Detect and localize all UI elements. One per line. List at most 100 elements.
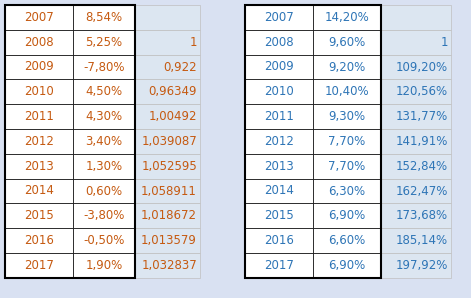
Bar xyxy=(5,179,73,204)
Text: 2015: 2015 xyxy=(24,209,54,222)
Bar xyxy=(5,5,135,278)
Bar xyxy=(245,129,313,154)
Text: 1,032837: 1,032837 xyxy=(141,259,197,272)
Text: 1: 1 xyxy=(440,36,448,49)
Bar xyxy=(73,5,135,30)
Bar xyxy=(245,154,313,179)
Text: 2014: 2014 xyxy=(24,184,54,198)
Text: 6,30%: 6,30% xyxy=(328,184,365,198)
Bar xyxy=(73,179,135,204)
Bar xyxy=(5,204,73,228)
Bar xyxy=(381,5,451,30)
Text: 8,54%: 8,54% xyxy=(85,11,122,24)
Text: 1,039087: 1,039087 xyxy=(141,135,197,148)
Bar xyxy=(5,104,73,129)
Bar xyxy=(5,30,73,55)
Bar xyxy=(5,253,73,278)
Text: -7,80%: -7,80% xyxy=(83,60,125,74)
Text: 152,84%: 152,84% xyxy=(396,160,448,173)
Text: 1,30%: 1,30% xyxy=(85,160,122,173)
Bar xyxy=(245,104,313,129)
Bar xyxy=(313,228,381,253)
Bar xyxy=(313,79,381,104)
Text: 1,018672: 1,018672 xyxy=(141,209,197,222)
Text: 2017: 2017 xyxy=(264,259,294,272)
Bar xyxy=(135,154,200,179)
Text: 2015: 2015 xyxy=(264,209,294,222)
Text: 2013: 2013 xyxy=(264,160,294,173)
Text: 2010: 2010 xyxy=(264,85,294,98)
Text: 2009: 2009 xyxy=(264,60,294,74)
Bar xyxy=(5,5,73,30)
Text: 6,60%: 6,60% xyxy=(328,234,365,247)
Bar xyxy=(313,204,381,228)
Bar xyxy=(381,79,451,104)
Bar xyxy=(73,154,135,179)
Bar xyxy=(73,228,135,253)
Bar xyxy=(5,79,73,104)
Bar xyxy=(73,79,135,104)
Text: 197,92%: 197,92% xyxy=(396,259,448,272)
Text: 1,052595: 1,052595 xyxy=(141,160,197,173)
Bar xyxy=(381,204,451,228)
Bar xyxy=(245,5,313,30)
Text: 173,68%: 173,68% xyxy=(396,209,448,222)
Text: 162,47%: 162,47% xyxy=(396,184,448,198)
Bar xyxy=(5,228,73,253)
Bar xyxy=(381,253,451,278)
Bar xyxy=(73,30,135,55)
Bar xyxy=(245,204,313,228)
Text: 2007: 2007 xyxy=(24,11,54,24)
Bar xyxy=(135,179,200,204)
Text: 2012: 2012 xyxy=(264,135,294,148)
Bar xyxy=(135,5,200,30)
Text: 1,013579: 1,013579 xyxy=(141,234,197,247)
Text: 14,20%: 14,20% xyxy=(325,11,369,24)
Bar xyxy=(135,79,200,104)
Text: 4,50%: 4,50% xyxy=(85,85,122,98)
Bar xyxy=(135,30,200,55)
Text: 2010: 2010 xyxy=(24,85,54,98)
Text: 185,14%: 185,14% xyxy=(396,234,448,247)
Bar xyxy=(245,228,313,253)
Bar xyxy=(381,154,451,179)
Bar xyxy=(5,129,73,154)
Text: 2016: 2016 xyxy=(264,234,294,247)
Bar xyxy=(245,79,313,104)
Text: 2012: 2012 xyxy=(24,135,54,148)
Bar xyxy=(245,5,381,278)
Bar xyxy=(313,55,381,79)
Bar xyxy=(313,104,381,129)
Text: 3,40%: 3,40% xyxy=(85,135,122,148)
Text: 2013: 2013 xyxy=(24,160,54,173)
Text: 0,922: 0,922 xyxy=(163,60,197,74)
Bar xyxy=(313,5,381,30)
Bar xyxy=(73,253,135,278)
Bar xyxy=(5,55,73,79)
Bar xyxy=(135,228,200,253)
Bar xyxy=(73,129,135,154)
Bar xyxy=(313,154,381,179)
Bar xyxy=(135,204,200,228)
Text: 10,40%: 10,40% xyxy=(325,85,369,98)
Text: 5,25%: 5,25% xyxy=(85,36,122,49)
Text: 6,90%: 6,90% xyxy=(328,259,365,272)
Bar xyxy=(381,179,451,204)
Bar xyxy=(313,179,381,204)
Text: 2009: 2009 xyxy=(24,60,54,74)
Text: 4,30%: 4,30% xyxy=(85,110,122,123)
Text: 6,90%: 6,90% xyxy=(328,209,365,222)
Text: 2011: 2011 xyxy=(264,110,294,123)
Bar xyxy=(135,55,200,79)
Bar xyxy=(381,104,451,129)
Text: 0,96349: 0,96349 xyxy=(148,85,197,98)
Text: 7,70%: 7,70% xyxy=(328,160,365,173)
Bar xyxy=(313,30,381,55)
Bar xyxy=(381,30,451,55)
Text: 2017: 2017 xyxy=(24,259,54,272)
Bar xyxy=(135,253,200,278)
Bar xyxy=(381,129,451,154)
Bar xyxy=(245,253,313,278)
Text: 9,60%: 9,60% xyxy=(328,36,365,49)
Bar xyxy=(245,179,313,204)
